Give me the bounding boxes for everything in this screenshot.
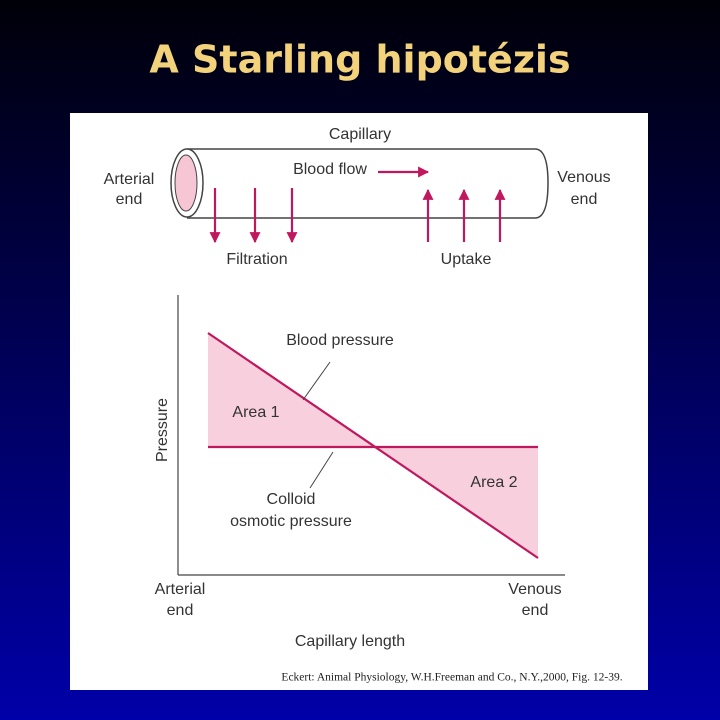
colloid-label: Colloid	[267, 491, 316, 508]
venous-label: Venous	[557, 169, 610, 186]
arterial-label: Arterial	[104, 171, 155, 188]
slide-title: A Starling hipotézis	[149, 38, 570, 82]
flow-label: Blood flow	[293, 161, 367, 178]
x-start-label: end	[167, 602, 194, 619]
x-end-label: end	[522, 602, 549, 619]
area-2-label: Area 2	[470, 474, 517, 491]
filtration-label: Filtration	[226, 251, 287, 268]
colloid-label: osmotic pressure	[230, 513, 352, 530]
capillary-tube	[187, 148, 549, 219]
arterial-label: end	[116, 191, 143, 208]
filtration-arrows	[209, 188, 298, 244]
tube-lumen	[174, 154, 198, 212]
blood-pressure-line	[207, 332, 539, 559]
citation: Eckert: Animal Physiology, W.H.Freeman a…	[281, 672, 622, 684]
area-1-label: Area 1	[232, 404, 279, 421]
pointer	[309, 451, 334, 489]
uptake-label: Uptake	[441, 251, 492, 268]
uptake-arrows	[422, 188, 506, 242]
x-axis-label: Capillary length	[295, 633, 405, 650]
venous-label: end	[571, 191, 598, 208]
y-axis-label: Pressure	[154, 398, 171, 462]
capillary-label: Capillary	[329, 126, 391, 143]
blood-pressure-label: Blood pressure	[286, 332, 394, 349]
pointer	[302, 361, 331, 401]
x-start-label: Arterial	[155, 581, 206, 598]
x-end-label: Venous	[508, 581, 561, 598]
